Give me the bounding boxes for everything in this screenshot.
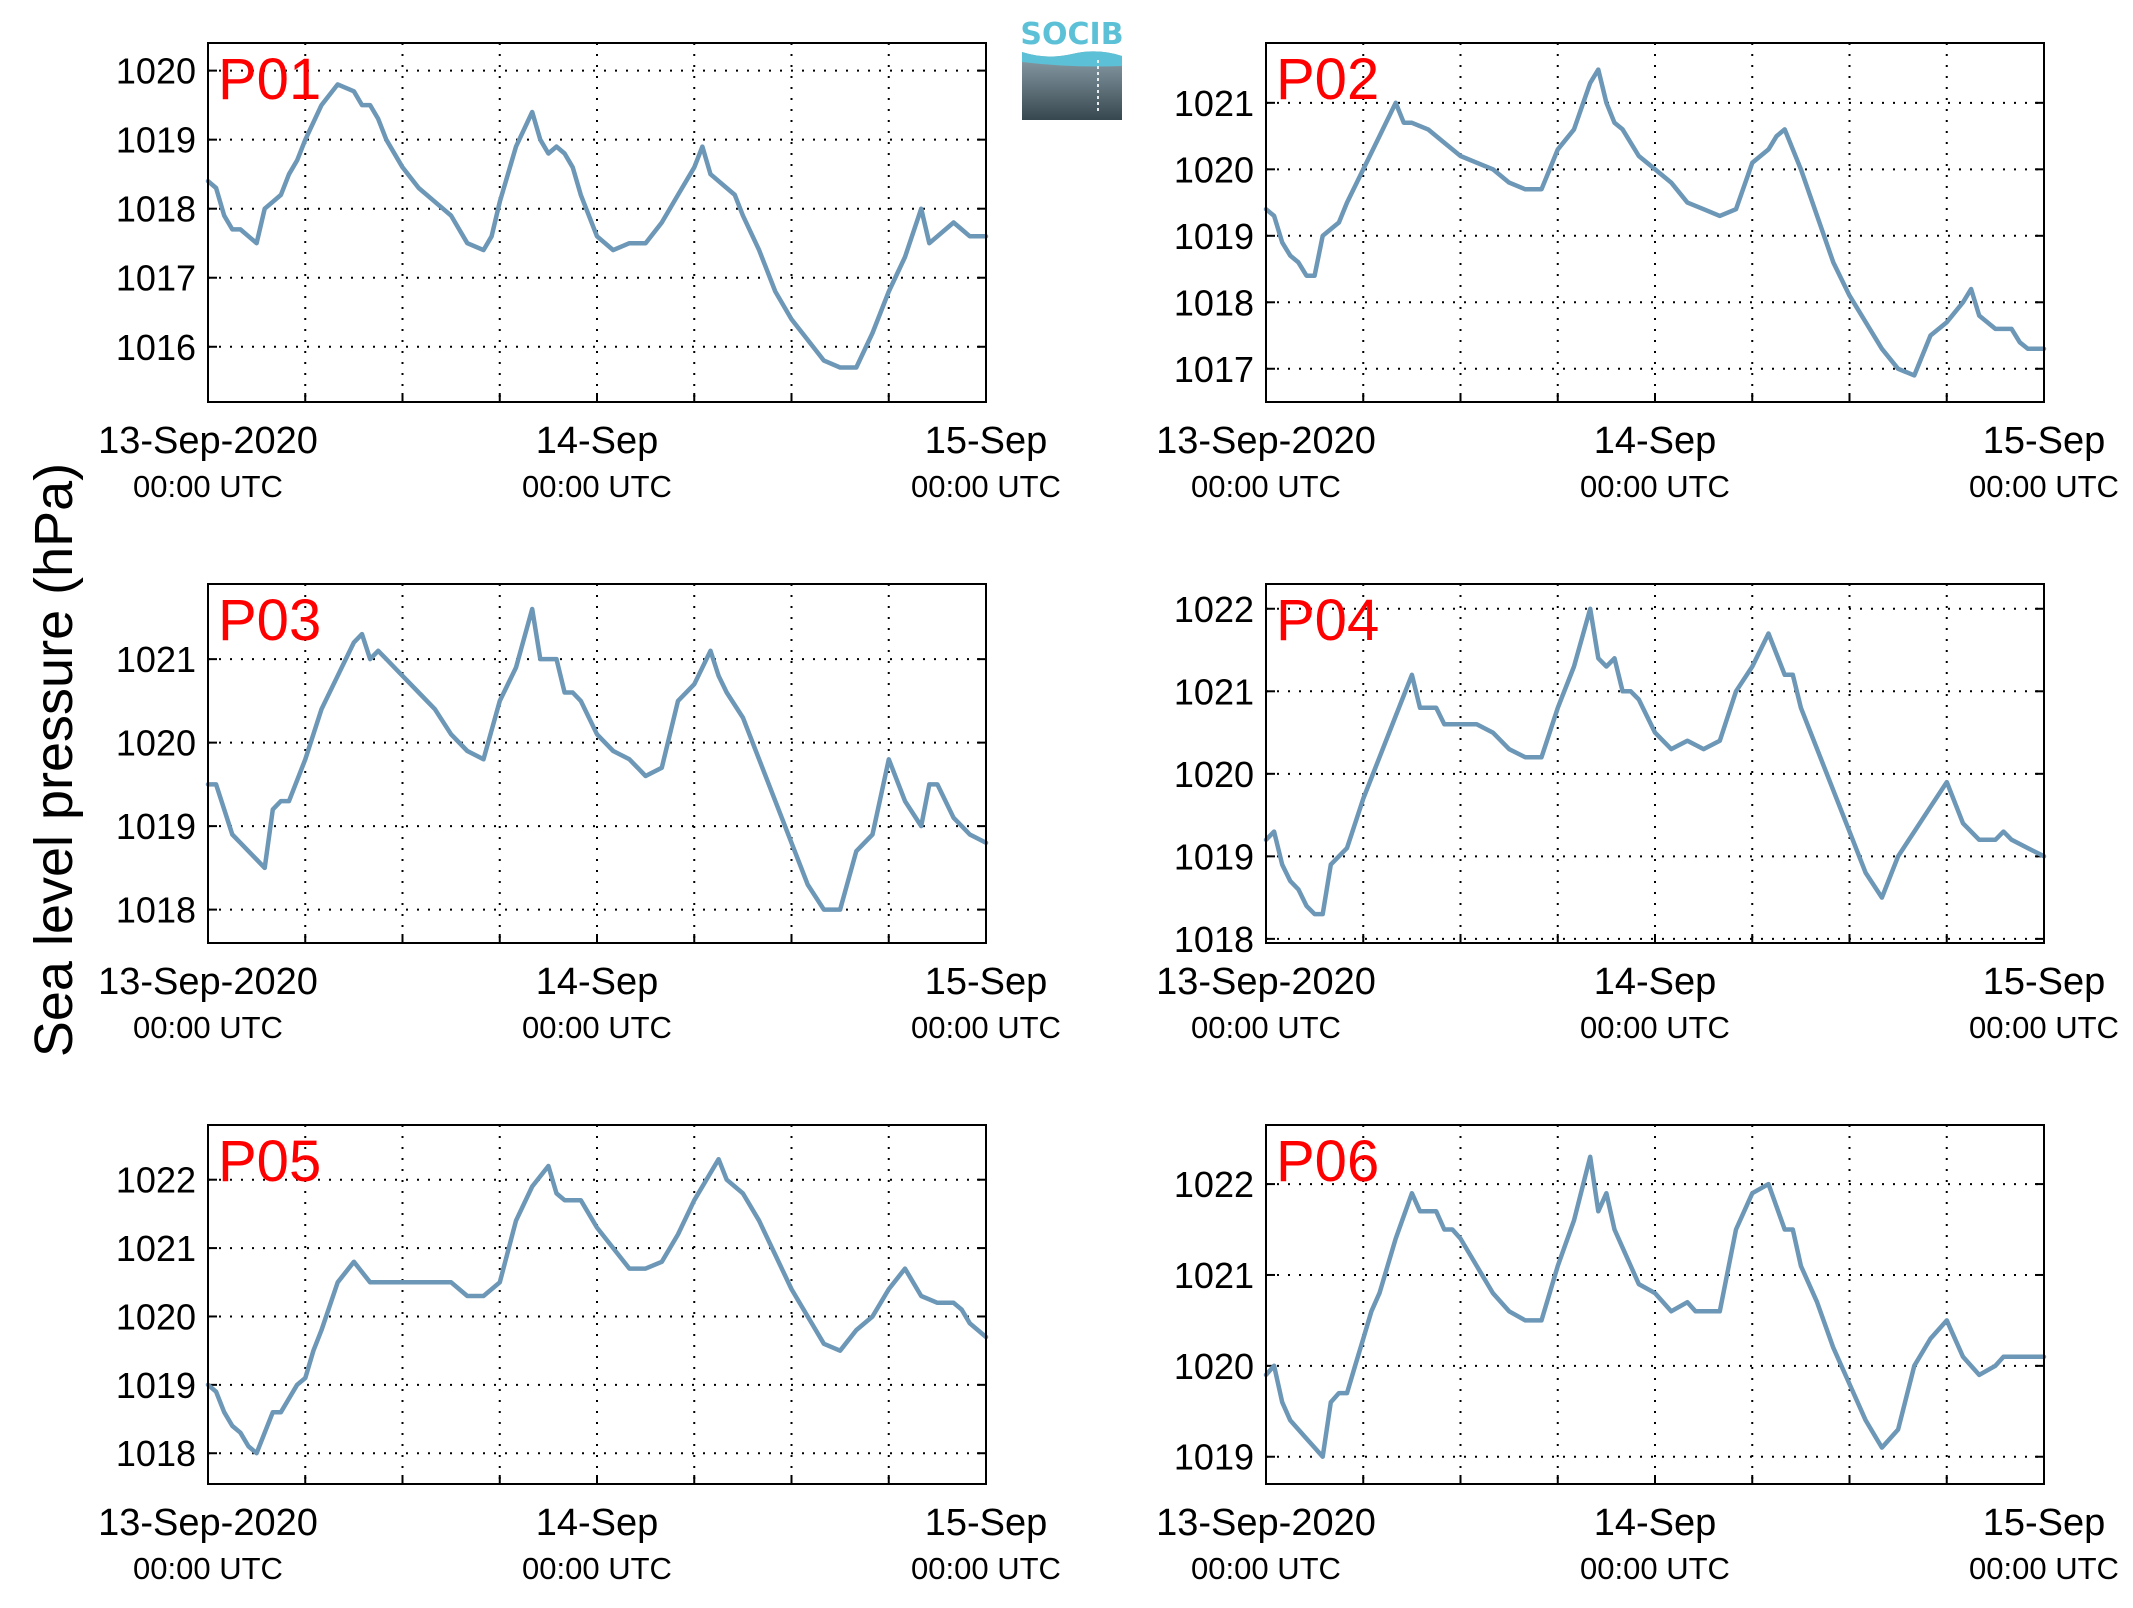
y-tick-label: 1018 bbox=[116, 1433, 196, 1474]
x-tick-label-date: 13-Sep-2020 bbox=[98, 420, 318, 462]
axes-frame bbox=[207, 583, 987, 944]
y-tick-label: 1020 bbox=[1174, 149, 1254, 190]
x-tick-label-date: 13-Sep-2020 bbox=[1156, 420, 1376, 462]
x-tick-label-time: 00:00 UTC bbox=[1191, 1010, 1341, 1045]
x-tick-label-date: 13-Sep-2020 bbox=[98, 961, 318, 1003]
x-tick-label-time: 00:00 UTC bbox=[522, 1551, 672, 1586]
x-tick-label-time: 00:00 UTC bbox=[911, 1551, 1061, 1586]
x-tick-label-time: 00:00 UTC bbox=[911, 1010, 1061, 1045]
pressure-series-line bbox=[1263, 1154, 2047, 1459]
y-tick-label: 1019 bbox=[1174, 836, 1254, 877]
x-tick-label-date: 15-Sep bbox=[925, 420, 1048, 462]
y-tick-label: 1018 bbox=[116, 189, 196, 230]
x-tick-label-time: 00:00 UTC bbox=[522, 1010, 672, 1045]
y-tick-label: 1020 bbox=[116, 51, 196, 92]
y-tick-label: 1019 bbox=[116, 806, 196, 847]
x-tick-label-date: 13-Sep-2020 bbox=[1156, 961, 1376, 1003]
x-tick-label-time: 00:00 UTC bbox=[1191, 469, 1341, 504]
x-tick-label-date: 15-Sep bbox=[925, 1502, 1048, 1544]
x-tick-label-time: 00:00 UTC bbox=[1191, 1551, 1341, 1586]
y-tick-label: 1018 bbox=[1174, 919, 1254, 960]
panel-label: P02 bbox=[1276, 47, 1379, 112]
plot-area bbox=[208, 43, 986, 402]
panel-p01: 1016 1017 1018 1019 1020 13-Sep-2020 00:00 UTC… bbox=[98, 42, 1061, 504]
y-tick-label: 1021 bbox=[116, 639, 196, 680]
y-tick-label: 1021 bbox=[1174, 1255, 1254, 1296]
x-tick-label-date: 14-Sep bbox=[1594, 420, 1717, 462]
y-tick-label: 1018 bbox=[116, 890, 196, 931]
x-tick-label-date: 14-Sep bbox=[536, 1502, 659, 1544]
pressure-series-line bbox=[205, 1156, 989, 1456]
plot-area bbox=[1266, 584, 2044, 943]
x-tick-label-time: 00:00 UTC bbox=[911, 469, 1061, 504]
x-tick-label-time: 00:00 UTC bbox=[1580, 469, 1730, 504]
x-tick-label-time: 00:00 UTC bbox=[133, 469, 283, 504]
y-tick-label: 1021 bbox=[1174, 83, 1254, 124]
panel-p06: 1019 1020 1021 1022 13-Sep-2020 00:00 UTC 14-S… bbox=[1156, 1124, 2119, 1586]
axes-frame bbox=[1265, 583, 2045, 944]
x-tick-label-time: 00:00 UTC bbox=[522, 469, 672, 504]
y-tick-label: 1020 bbox=[1174, 754, 1254, 795]
y-tick-label: 1020 bbox=[116, 1296, 196, 1337]
panel-label: P01 bbox=[218, 47, 321, 112]
y-tick-label: 1017 bbox=[116, 258, 196, 299]
pressure-series-line bbox=[205, 606, 989, 912]
y-tick-label: 1018 bbox=[1174, 282, 1254, 323]
panel-label: P04 bbox=[1276, 588, 1379, 653]
x-tick-label-date: 14-Sep bbox=[1594, 1502, 1717, 1544]
panel-p02: 1017 1018 1019 1020 1021 13-Sep-2020 00:00 UTC… bbox=[1156, 42, 2119, 504]
panel-p05: 1018 1019 1020 1021 1022 13-Sep-2020 00:00 UTC… bbox=[98, 1124, 1061, 1586]
x-tick-label-date: 14-Sep bbox=[1594, 961, 1717, 1003]
x-tick-label-time: 00:00 UTC bbox=[133, 1010, 283, 1045]
plot-area bbox=[208, 1125, 986, 1484]
y-tick-label: 1022 bbox=[116, 1160, 196, 1201]
x-tick-label-date: 14-Sep bbox=[536, 420, 659, 462]
x-tick-label-date: 15-Sep bbox=[1983, 1502, 2106, 1544]
x-tick-label-date: 13-Sep-2020 bbox=[1156, 1502, 1376, 1544]
y-tick-label: 1020 bbox=[1174, 1346, 1254, 1387]
y-tick-label: 1017 bbox=[1174, 349, 1254, 390]
socib-logo: SOCIB bbox=[1020, 17, 1124, 120]
y-tick-label: 1021 bbox=[116, 1228, 196, 1269]
panel-label: P06 bbox=[1276, 1129, 1379, 1194]
plot-area bbox=[208, 584, 986, 943]
y-tick-label: 1019 bbox=[1174, 216, 1254, 257]
x-tick-label-date: 13-Sep-2020 bbox=[98, 1502, 318, 1544]
axes-frame bbox=[1265, 1124, 2045, 1485]
x-tick-label-date: 15-Sep bbox=[1983, 961, 2106, 1003]
y-tick-label: 1019 bbox=[1174, 1437, 1254, 1478]
axes-frame bbox=[207, 1124, 987, 1485]
y-tick-label: 1019 bbox=[116, 1365, 196, 1406]
plot-area bbox=[1266, 1125, 2044, 1484]
pressure-series-line bbox=[1263, 606, 2047, 917]
panel-label: P03 bbox=[218, 588, 321, 653]
panel-p03: 1018 1019 1020 1021 13-Sep-2020 00:00 UTC 14-S… bbox=[98, 583, 1061, 1045]
x-tick-label-time: 00:00 UTC bbox=[1969, 469, 2119, 504]
x-tick-label-date: 14-Sep bbox=[536, 961, 659, 1003]
y-tick-label: 1016 bbox=[116, 327, 196, 368]
panel-label: P05 bbox=[218, 1129, 321, 1194]
x-tick-label-time: 00:00 UTC bbox=[1580, 1010, 1730, 1045]
x-tick-label-date: 15-Sep bbox=[925, 961, 1048, 1003]
y-tick-label: 1021 bbox=[1174, 671, 1254, 712]
x-tick-label-time: 00:00 UTC bbox=[1969, 1551, 2119, 1586]
x-tick-label-date: 15-Sep bbox=[1983, 420, 2106, 462]
y-axis-label: Sea level pressure (hPa) bbox=[24, 463, 84, 1057]
x-tick-label-time: 00:00 UTC bbox=[133, 1551, 283, 1586]
x-tick-label-time: 00:00 UTC bbox=[1969, 1010, 2119, 1045]
x-tick-label-time: 00:00 UTC bbox=[1580, 1551, 1730, 1586]
y-tick-label: 1022 bbox=[1174, 589, 1254, 630]
pressure-series-line bbox=[1263, 67, 2047, 378]
pressure-series-line bbox=[205, 82, 989, 370]
y-tick-label: 1020 bbox=[116, 723, 196, 764]
axes-frame bbox=[207, 42, 987, 403]
panel-p04: 1018 1019 1020 1021 1022 13-Sep-2020 00:00 UTC… bbox=[1156, 583, 2119, 1045]
y-tick-label: 1022 bbox=[1174, 1164, 1254, 1205]
axes-frame bbox=[1265, 42, 2045, 403]
y-tick-label: 1019 bbox=[116, 120, 196, 161]
logo-text: SOCIB bbox=[1020, 17, 1123, 52]
